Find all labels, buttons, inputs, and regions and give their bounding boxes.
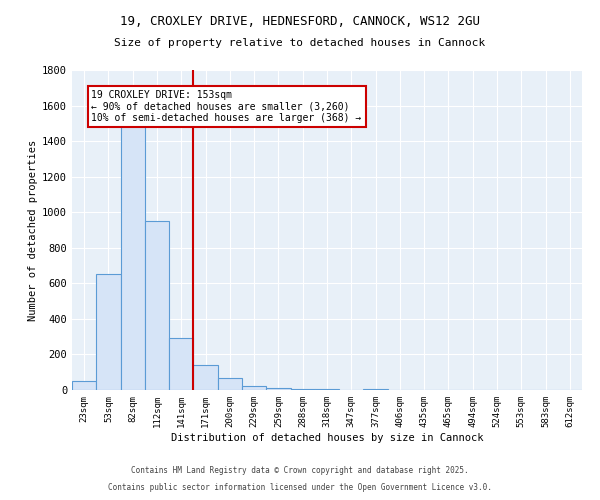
Bar	[145, 221, 169, 390]
Bar	[364, 388, 388, 390]
Bar	[193, 365, 218, 390]
Text: Contains public sector information licensed under the Open Government Licence v3: Contains public sector information licen…	[108, 484, 492, 492]
Text: Contains HM Land Registry data © Crown copyright and database right 2025.: Contains HM Land Registry data © Crown c…	[131, 466, 469, 475]
Bar	[242, 386, 266, 390]
Bar	[290, 389, 315, 390]
Bar	[121, 124, 145, 390]
Bar	[72, 381, 96, 390]
Bar	[169, 338, 193, 390]
Y-axis label: Number of detached properties: Number of detached properties	[28, 140, 38, 320]
Text: Size of property relative to detached houses in Cannock: Size of property relative to detached ho…	[115, 38, 485, 48]
Bar	[96, 274, 121, 390]
Text: 19, CROXLEY DRIVE, HEDNESFORD, CANNOCK, WS12 2GU: 19, CROXLEY DRIVE, HEDNESFORD, CANNOCK, …	[120, 15, 480, 28]
Bar	[266, 388, 290, 390]
Bar	[218, 378, 242, 390]
X-axis label: Distribution of detached houses by size in Cannock: Distribution of detached houses by size …	[171, 432, 483, 442]
Text: 19 CROXLEY DRIVE: 153sqm
← 90% of detached houses are smaller (3,260)
10% of sem: 19 CROXLEY DRIVE: 153sqm ← 90% of detach…	[91, 90, 362, 123]
